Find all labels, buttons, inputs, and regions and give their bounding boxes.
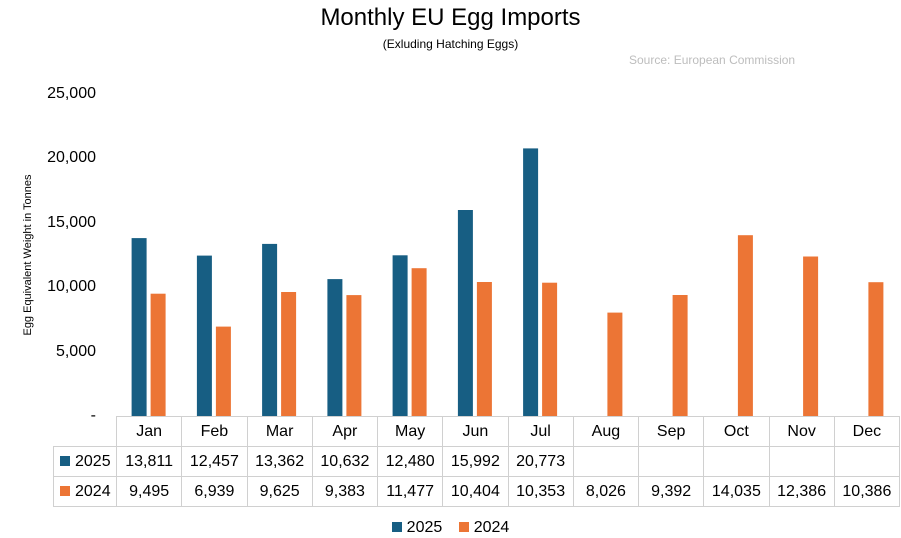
table-cell-2025 — [637, 446, 705, 477]
x-tick-label: Aug — [572, 416, 640, 447]
bar-2024-may — [411, 268, 427, 416]
bar-2025-jan — [131, 238, 147, 416]
bar-2024-dec — [868, 282, 884, 416]
table-corner — [53, 416, 117, 447]
x-tick-label: Jan — [115, 416, 183, 447]
category-row: Jan Feb Mar Apr May Jun Jul Aug Sep Oct Nov Dec — [53, 416, 901, 447]
table-cell-2024: 9,383 — [311, 476, 379, 507]
data-table: Jan Feb Mar Apr May Jun Jul Aug Sep Oct Nov Dec 202… — [53, 416, 901, 507]
table-cell-2024: 6,939 — [181, 476, 248, 507]
table-cell-2025: 13,362 — [246, 446, 313, 477]
legend-item-2025: 2025 — [391, 519, 443, 537]
series-swatch-2024 — [60, 485, 70, 496]
bar-2025-mar — [262, 243, 278, 416]
y-tick-label: 10,000 — [47, 278, 96, 296]
table-cell-2024: 10,353 — [507, 476, 574, 507]
y-tick-label: 25,000 — [47, 85, 96, 102]
bar-2024-jul — [542, 282, 558, 416]
table-cell-2025: 13,811 — [115, 446, 183, 477]
x-tick-label: Dec — [833, 416, 901, 447]
table-cell-2025 — [703, 446, 770, 477]
bar-2025-jun — [457, 210, 473, 416]
bar-2024-sep — [672, 295, 688, 416]
bar-2024-nov — [803, 256, 819, 416]
x-tick-label: Apr — [311, 416, 379, 447]
table-cell-2025: 10,632 — [311, 446, 379, 477]
bar-2024-jan — [150, 293, 166, 416]
series-label-2025: 2025 — [53, 446, 117, 477]
table-cell-2025: 15,992 — [442, 446, 509, 477]
plot-area — [131, 148, 884, 416]
chart-title: Monthly EU Egg Imports — [320, 4, 581, 31]
table-cell-2024: 9,392 — [637, 476, 705, 507]
legend: 2025 2024 — [0, 519, 901, 537]
series-row-2025: 2025 13,811 12,457 13,362 10,632 12,480 15,99… — [53, 446, 901, 477]
table-cell-2025 — [768, 446, 835, 477]
bar-2024-feb — [215, 326, 231, 416]
x-tick-label: Feb — [181, 416, 248, 447]
bar-2024-aug — [607, 312, 623, 416]
chart-subtitle: (Exluding Hatching Eggs) — [382, 37, 519, 51]
bar-2025-may — [392, 255, 408, 416]
table-cell-2024: 9,495 — [115, 476, 183, 507]
table-cell-2024: 11,477 — [376, 476, 444, 507]
legend-label-2024: 2024 — [473, 519, 510, 536]
y-tick-label: 15,000 — [47, 213, 96, 231]
x-tick-label: Oct — [703, 416, 770, 447]
y-tick-label: 5,000 — [55, 342, 96, 360]
bar-2025-feb — [196, 255, 212, 416]
table-cell-2025: 12,480 — [376, 446, 444, 477]
x-tick-label: Sep — [637, 416, 705, 447]
legend-swatch-2025 — [391, 522, 402, 532]
series-row-2024: 2024 9,495 6,939 9,625 9,383 11,477 10,404 10,… — [53, 476, 901, 507]
legend-swatch-2024 — [458, 522, 469, 532]
series-label-2024: 2024 — [53, 476, 117, 507]
table-cell-2024: 9,625 — [246, 476, 313, 507]
table-cell-2024: 8,026 — [572, 476, 640, 507]
table-cell-2025 — [833, 446, 901, 477]
table-cell-2025 — [572, 446, 640, 477]
x-tick-label: Jul — [507, 416, 574, 447]
series-name-2024: 2024 — [75, 482, 111, 500]
x-tick-label: Mar — [246, 416, 313, 447]
bar-2025-jul — [523, 148, 539, 416]
table-cell-2025: 12,457 — [181, 446, 248, 477]
legend-item-2024: 2024 — [458, 519, 510, 537]
bar-2024-apr — [346, 295, 362, 416]
x-tick-label: May — [376, 416, 444, 447]
table-cell-2024: 12,386 — [768, 476, 835, 507]
series-name-2025: 2025 — [75, 452, 111, 470]
table-cell-2024: 10,386 — [833, 476, 901, 507]
legend-label-2025: 2025 — [406, 519, 443, 536]
bar-2024-mar — [281, 292, 297, 416]
table-cell-2024: 14,035 — [703, 476, 770, 507]
x-tick-label: Nov — [768, 416, 835, 447]
bar-2024-oct — [737, 235, 753, 416]
y-tick-label: - — [90, 407, 96, 424]
bar-2024-jun — [476, 282, 492, 416]
table-cell-2024: 10,404 — [442, 476, 509, 507]
table-cell-2025: 20,773 — [507, 446, 574, 477]
bar-2025-apr — [327, 279, 343, 416]
series-swatch-2025 — [60, 455, 70, 466]
source-note: Source: European Commission — [629, 53, 796, 67]
y-tick-label: 20,000 — [47, 149, 96, 167]
x-tick-label: Jun — [442, 416, 509, 447]
